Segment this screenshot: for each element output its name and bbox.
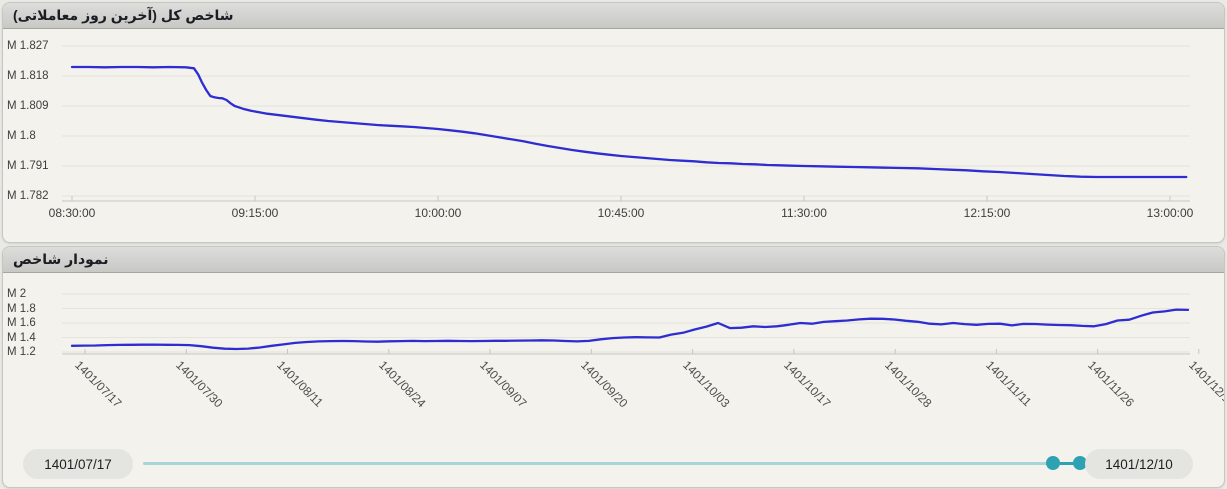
history-panel: نمودار شاخص M 2 M 1.8 M 1.6 M 1.4 M 1.2 1401/… (2, 246, 1225, 488)
x-axis-label: 09:15:00 (231, 206, 279, 220)
y-axis-label: M 1.782 (7, 190, 49, 202)
history-line-series (70, 308, 1190, 351)
y-axis-label: M 2 (7, 288, 27, 300)
intraday-panel: شاخص کل (آخرین روز معاملاتی) M 1.827 M 1.… (2, 2, 1225, 243)
y-axis-label: M 1.818 (7, 70, 49, 82)
y-axis-label: M 1.827 (7, 40, 49, 52)
y-axis-label: M 1.8 (7, 130, 36, 142)
y-axis-label: M 1.4 (7, 331, 36, 344)
history-panel-header: نمودار شاخص (3, 247, 1224, 273)
x-axis-label: 10:45:00 (597, 206, 645, 220)
x-axis-label: 12:15:00 (963, 206, 1011, 220)
y-axis-label: M 1.809 (7, 100, 49, 112)
x-axis-label: 08:30:00 (48, 206, 96, 220)
y-axis-label: M 1.791 (7, 160, 49, 172)
intraday-panel-title: شاخص کل (آخرین روز معاملاتی) (13, 7, 234, 23)
history-plot (62, 293, 1200, 355)
intraday-plot (62, 45, 1190, 202)
slider-handle-start[interactable] (1046, 456, 1060, 470)
intraday-chart[interactable]: M 1.827 M 1.818 M 1.809 M 1.8 M 1.791 M 1.782… (3, 3, 1224, 242)
intraday-line-series (70, 65, 1188, 179)
x-axis-label: 10:00:00 (414, 206, 462, 220)
intraday-panel-header: شاخص کل (آخرین روز معاملاتی) (3, 3, 1224, 29)
y-axis-label: M 1.8 (7, 302, 36, 315)
slider-selected-range (1053, 462, 1081, 465)
slider-handle-end[interactable] (1073, 456, 1087, 470)
history-panel-title: نمودار شاخص (13, 251, 109, 267)
y-axis-label: M 1.2 (7, 346, 36, 358)
y-axis-label: M 1.6 (7, 317, 36, 329)
slider-track[interactable] (143, 462, 1053, 465)
x-axis-label: 13:00:00 (1146, 206, 1194, 220)
range-end-label: 1401/12/10 (1085, 449, 1193, 479)
range-start-label: 1401/07/17 (23, 449, 133, 479)
x-axis-label: 11:30:00 (781, 206, 827, 220)
